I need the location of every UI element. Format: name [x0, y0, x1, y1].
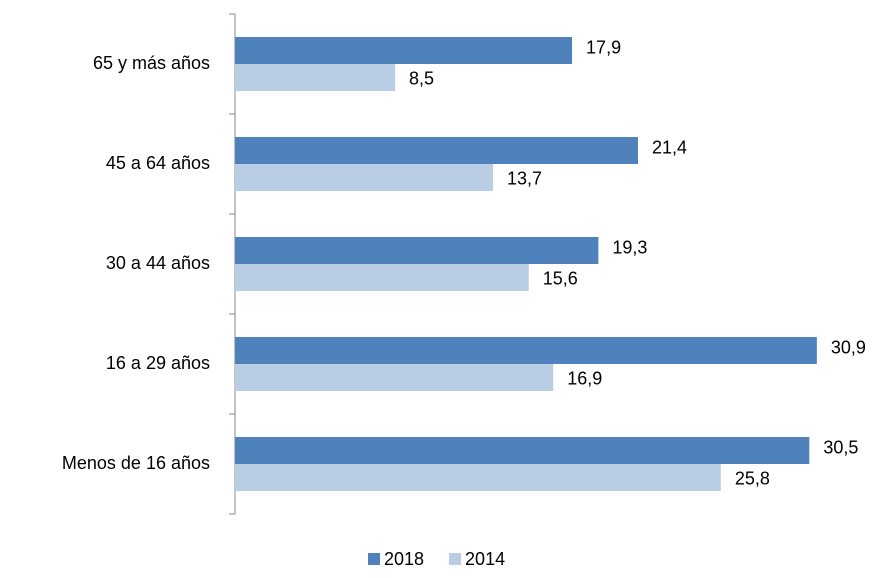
- bar: [235, 137, 638, 164]
- value-label: 19,3: [612, 237, 647, 257]
- bar: [235, 37, 573, 64]
- category-label: 65 y más años: [93, 53, 210, 73]
- category-label: Menos de 16 años: [62, 453, 210, 473]
- bar: [235, 64, 396, 91]
- value-label: 8,5: [409, 68, 434, 88]
- value-label: 15,6: [543, 268, 578, 288]
- category-label: 30 a 44 años: [106, 253, 210, 273]
- bar: [235, 264, 529, 291]
- value-label: 17,9: [586, 37, 621, 57]
- legend-swatch: [368, 553, 380, 565]
- value-label: 21,4: [652, 137, 687, 157]
- bar: [235, 437, 810, 464]
- category-label: 45 a 64 años: [106, 153, 210, 173]
- bar: [235, 337, 817, 364]
- legend-label: 2018: [384, 549, 424, 569]
- value-label: 16,9: [567, 368, 602, 388]
- legend-swatch: [449, 553, 462, 565]
- value-label: 13,7: [507, 168, 542, 188]
- legend-label: 2014: [465, 549, 505, 569]
- value-label: 25,8: [735, 468, 770, 488]
- value-label: 30,9: [831, 337, 866, 357]
- bar: [235, 237, 599, 264]
- bar: [235, 164, 493, 191]
- category-label: 16 a 29 años: [106, 353, 210, 373]
- bar: [235, 364, 554, 391]
- bar: [235, 464, 721, 491]
- value-label: 30,5: [823, 437, 858, 457]
